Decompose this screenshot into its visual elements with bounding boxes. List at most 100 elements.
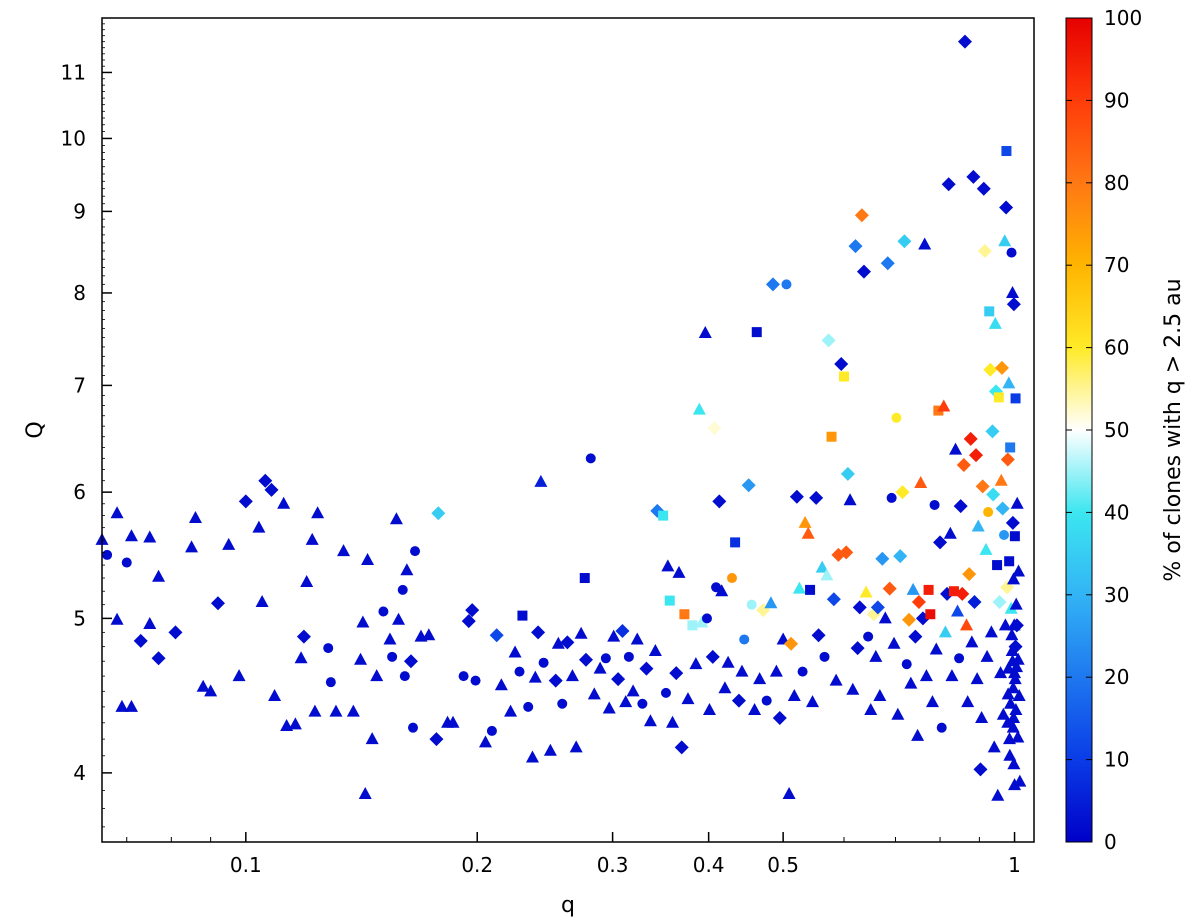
data-point-triangle bbox=[945, 669, 959, 682]
data-point-triangle bbox=[356, 615, 370, 628]
data-point-triangle bbox=[815, 560, 829, 573]
data-point-square bbox=[1004, 556, 1015, 567]
data-point-triangle bbox=[593, 661, 607, 674]
data-point-circle bbox=[410, 546, 421, 557]
y-tick-label: 5 bbox=[73, 606, 86, 630]
data-point-diamond bbox=[548, 673, 563, 688]
data-point-diamond bbox=[741, 478, 756, 493]
data-point-square bbox=[826, 431, 837, 442]
y-tick-label: 11 bbox=[61, 60, 86, 84]
data-point-triangle bbox=[753, 672, 767, 685]
data-point-diamond bbox=[854, 208, 869, 223]
colorbar-ticks: 0 10 20 30 40 50 60 70 80 90 100 bbox=[1066, 6, 1142, 854]
data-point-circle bbox=[585, 453, 596, 464]
data-point-triangle bbox=[715, 584, 729, 597]
data-point-square bbox=[992, 560, 1003, 571]
data-point-triangle bbox=[906, 582, 920, 595]
data-point-diamond bbox=[986, 487, 1001, 502]
data-point-circle bbox=[660, 687, 671, 698]
data-point-square bbox=[1010, 393, 1021, 404]
data-point-square bbox=[679, 609, 690, 620]
data-point-circle bbox=[739, 634, 750, 645]
data-point-triangle bbox=[692, 402, 706, 415]
data-point-diamond bbox=[963, 431, 978, 446]
y-tick-label: 4 bbox=[73, 761, 86, 785]
data-point-triangle bbox=[891, 707, 905, 720]
data-point-triangle bbox=[689, 657, 703, 670]
x-tick-label: 1 bbox=[1008, 853, 1021, 877]
data-point-square bbox=[805, 584, 816, 595]
data-point-diamond bbox=[639, 661, 654, 676]
x-tick-label: 0.5 bbox=[767, 853, 799, 877]
data-point-square bbox=[579, 573, 590, 584]
data-point-triangle bbox=[143, 530, 157, 543]
data-point-triangle bbox=[392, 612, 406, 625]
data-point-triangle bbox=[602, 701, 616, 714]
data-point-triangle bbox=[972, 576, 986, 589]
y-axis-ticks: 4 5 6 7 8 9 10 11 bbox=[61, 60, 112, 785]
data-point-diamond bbox=[955, 586, 970, 601]
data-point-diamond bbox=[431, 506, 446, 521]
data-point-square bbox=[1009, 531, 1020, 542]
data-point-triangle bbox=[1008, 666, 1022, 679]
data-point-circle bbox=[523, 701, 534, 712]
data-point-circle bbox=[325, 677, 336, 688]
data-point-diamond bbox=[967, 594, 982, 609]
data-point-circle bbox=[408, 722, 419, 733]
data-point-triangle bbox=[843, 493, 857, 506]
y-axis-title: Q bbox=[23, 421, 48, 438]
data-point-triangle bbox=[630, 632, 644, 645]
data-point-diamond bbox=[966, 169, 981, 184]
data-point-triangle bbox=[764, 596, 778, 609]
data-point-square bbox=[948, 586, 959, 597]
data-point-circle bbox=[746, 599, 757, 610]
data-point-diamond bbox=[168, 625, 183, 640]
data-point-diamond bbox=[489, 628, 504, 643]
data-point-triangle bbox=[806, 695, 820, 708]
data-point-triangle bbox=[534, 474, 548, 487]
data-point-triangle bbox=[1001, 715, 1015, 728]
data-point-triangle bbox=[1013, 774, 1027, 787]
data-point-triangle bbox=[666, 715, 680, 728]
data-point-triangle bbox=[1001, 687, 1015, 700]
data-point-diamond bbox=[953, 499, 968, 514]
data-point-triangle bbox=[1007, 757, 1021, 770]
data-point-triangle bbox=[661, 559, 675, 572]
data-point-triangle bbox=[782, 786, 796, 799]
data-point-circle bbox=[819, 651, 830, 662]
data-point-circle bbox=[470, 675, 481, 686]
data-point-diamond bbox=[975, 479, 990, 494]
data-point-triangle bbox=[361, 552, 375, 565]
colorbar-tick-label: 70 bbox=[1104, 253, 1129, 277]
data-point-triangle bbox=[798, 515, 812, 528]
data-point-diamond bbox=[133, 633, 148, 648]
data-point-triangle bbox=[124, 699, 138, 712]
data-point-triangle bbox=[887, 636, 901, 649]
data-point-triangle bbox=[1007, 572, 1021, 585]
data-point-diamond bbox=[707, 421, 722, 436]
data-point-diamond bbox=[611, 672, 626, 687]
data-point-triangle bbox=[346, 704, 360, 717]
data-point-triangle bbox=[110, 612, 124, 625]
data-point-diamond bbox=[977, 243, 992, 258]
data-points bbox=[95, 34, 1027, 801]
data-point-circle bbox=[399, 671, 410, 682]
data-point-triangle bbox=[648, 643, 662, 656]
data-point-triangle bbox=[1001, 661, 1015, 674]
data-point-diamond bbox=[897, 234, 912, 249]
colorbar-tick-label: 80 bbox=[1104, 171, 1129, 195]
data-point-square bbox=[993, 392, 1004, 403]
data-point-triangle bbox=[829, 673, 843, 686]
data-point-triangle bbox=[626, 684, 640, 697]
data-point-triangle bbox=[949, 442, 963, 455]
x-axis-ticks: 0.1 0.2 0.3 0.4 0.5 1 bbox=[230, 832, 1021, 877]
data-point-circle bbox=[929, 499, 940, 510]
data-point-circle bbox=[781, 279, 792, 290]
data-point-triangle bbox=[543, 743, 557, 756]
data-point-diamond bbox=[895, 485, 910, 500]
data-point-circle bbox=[486, 725, 497, 736]
data-point-circle bbox=[102, 549, 113, 560]
data-point-triangle bbox=[998, 234, 1012, 247]
colorbar-tick-label: 100 bbox=[1104, 6, 1142, 30]
